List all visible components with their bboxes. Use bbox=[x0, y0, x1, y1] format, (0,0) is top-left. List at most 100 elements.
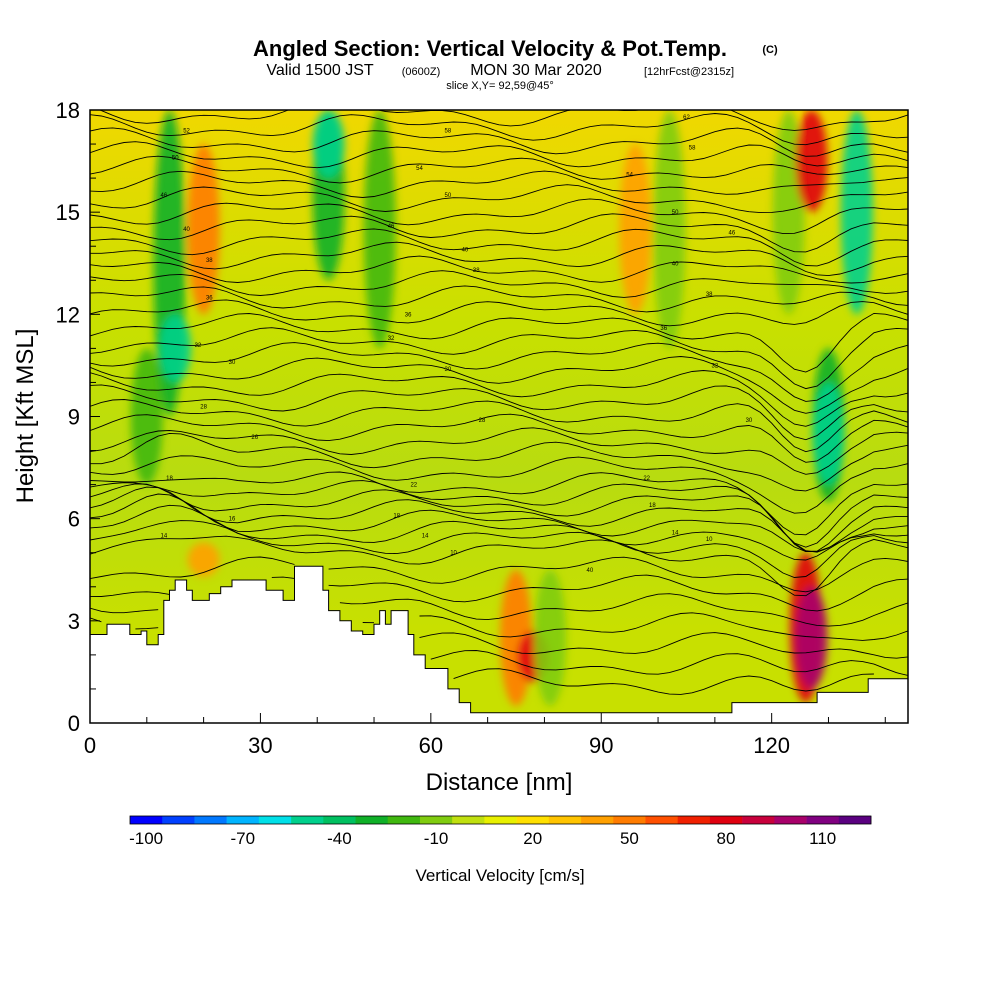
isentrope-line bbox=[90, 356, 908, 414]
potential-temperature-contours bbox=[90, 110, 908, 695]
colorbar-frame bbox=[129, 815, 872, 825]
y-tick-label: 6 bbox=[68, 507, 80, 532]
forecast-info: [12hrFcst@2315z] bbox=[644, 66, 734, 78]
y-tick-label: 18 bbox=[56, 98, 80, 123]
y-tick-label: 3 bbox=[68, 609, 80, 634]
contour-label: 18 bbox=[393, 513, 400, 519]
contour-label: 32 bbox=[195, 343, 202, 349]
contour-label: 22 bbox=[410, 483, 417, 489]
velocity-cell bbox=[187, 542, 220, 577]
isentrope-line bbox=[90, 228, 908, 267]
isentrope-line bbox=[90, 535, 908, 597]
contour-label: 36 bbox=[206, 295, 213, 301]
contour-label: 32 bbox=[388, 336, 395, 342]
velocity-cell bbox=[840, 110, 873, 315]
velocity-cell bbox=[159, 314, 192, 383]
isentrope-line bbox=[90, 327, 908, 390]
isentrope-line bbox=[90, 312, 908, 373]
colorbar-swatch bbox=[194, 816, 227, 824]
colorbar-swatch bbox=[291, 816, 324, 824]
x-tick-label: 120 bbox=[753, 733, 790, 758]
colorbar-label: Vertical Velocity [cm/s] bbox=[415, 866, 584, 885]
velocity-cell bbox=[795, 110, 828, 213]
contour-label: 38 bbox=[473, 268, 480, 274]
isentrope-line bbox=[90, 486, 908, 553]
vertical-velocity-field bbox=[130, 110, 873, 706]
colorbar-tick-label: 20 bbox=[523, 829, 542, 848]
contour-label: 52 bbox=[183, 128, 190, 134]
colorbar-tick-label: -40 bbox=[327, 829, 352, 848]
colorbar-swatch bbox=[709, 816, 743, 824]
contour-label: 28 bbox=[479, 418, 486, 424]
x-axis: 0 30 60 90 120 bbox=[84, 713, 886, 758]
contour-label: 36 bbox=[660, 326, 667, 332]
isentrope-line bbox=[90, 574, 908, 612]
contour-label: 50 bbox=[172, 156, 179, 162]
colorbar-swatch bbox=[548, 816, 582, 824]
isentrope-line bbox=[90, 399, 908, 453]
contour-label: 30 bbox=[746, 418, 753, 424]
copyright-mark: (C) bbox=[762, 44, 778, 56]
contour-label: 62 bbox=[683, 115, 690, 121]
isentrope-line bbox=[98, 110, 908, 131]
contour-label: 22 bbox=[643, 476, 650, 482]
isentrope-line bbox=[90, 127, 908, 157]
velocity-cell bbox=[653, 110, 686, 349]
isentrope-line bbox=[90, 213, 908, 253]
contour-label: 38 bbox=[206, 258, 213, 264]
colorbar-swatch bbox=[516, 816, 550, 824]
chart-title: Angled Section: Vertical Velocity & Pot.… bbox=[253, 36, 727, 61]
valid-time-prefix: Valid 1500 JST bbox=[266, 62, 374, 79]
contour-labels: 52 50 46 40 38 36 32 30 28 26 18 16 14 58 54 50 46 40 38 36… bbox=[161, 115, 753, 574]
y-tick-label: 0 bbox=[68, 711, 80, 736]
contour-label: 14 bbox=[161, 534, 168, 540]
contour-label: 40 bbox=[587, 568, 594, 574]
isentrope-line bbox=[90, 593, 908, 627]
isentrope-line bbox=[90, 255, 908, 284]
isentrope-line bbox=[90, 170, 908, 198]
isentrope-line bbox=[90, 427, 908, 475]
valid-time-line: Valid 1500 JST (0600Z) MON 30 Mar 2020 [… bbox=[266, 62, 734, 79]
colorbar-swatch bbox=[387, 816, 421, 824]
terrain-profile bbox=[90, 565, 908, 723]
colorbar-swatch bbox=[355, 816, 389, 824]
velocity-cell bbox=[534, 569, 567, 706]
contour-label: 26 bbox=[251, 435, 258, 441]
utc-time: (0600Z) bbox=[402, 66, 441, 78]
isentrope-line bbox=[90, 493, 908, 552]
isentrope-line bbox=[90, 556, 908, 593]
colorbar-tick-label: -70 bbox=[231, 829, 256, 848]
colorbar-swatch bbox=[130, 816, 163, 824]
colorbar-tick-label: 110 bbox=[809, 829, 836, 848]
isentrope-line bbox=[90, 299, 908, 327]
isentrope-line bbox=[90, 471, 908, 536]
contour-label: 10 bbox=[450, 551, 457, 557]
isentrope-line bbox=[90, 370, 908, 427]
x-tick-label: 0 bbox=[84, 733, 96, 758]
slice-info: slice X,Y= 92,59@45° bbox=[446, 80, 554, 92]
contour-label: 40 bbox=[672, 261, 679, 267]
colorbar-swatch bbox=[162, 816, 195, 824]
colorbar-swatch bbox=[613, 816, 646, 824]
x-tick-label: 30 bbox=[248, 733, 272, 758]
contour-label: 46 bbox=[388, 224, 395, 230]
isentrope-line bbox=[90, 285, 908, 313]
contour-label: 38 bbox=[706, 292, 713, 298]
contour-label: 18 bbox=[166, 476, 173, 482]
contour-label: 58 bbox=[445, 128, 452, 134]
x-tick-label: 60 bbox=[419, 733, 443, 758]
isentrope-line bbox=[90, 184, 908, 214]
y-tick-label: 15 bbox=[56, 200, 80, 225]
isentrope-line bbox=[90, 432, 908, 492]
contour-label: 46 bbox=[161, 193, 168, 199]
colorbar-swatch bbox=[838, 816, 872, 824]
contour-label: 14 bbox=[422, 534, 429, 540]
colorbar-tick-label: -100 bbox=[129, 829, 163, 848]
isentrope-line bbox=[90, 141, 908, 169]
y-axis-label: Height [Kft MSL] bbox=[12, 329, 39, 504]
contour-label: 50 bbox=[672, 210, 679, 216]
x-tick-label: 90 bbox=[589, 733, 613, 758]
contour-label: 14 bbox=[672, 530, 679, 536]
contour-label: 36 bbox=[405, 312, 412, 318]
